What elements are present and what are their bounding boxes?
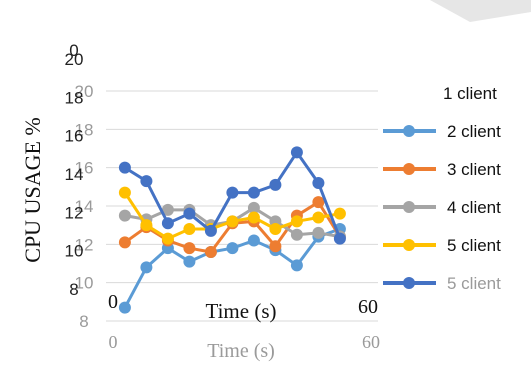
- data-point: [140, 175, 153, 188]
- data-point: [118, 236, 131, 249]
- y-tick-label-overlay: 8: [69, 280, 78, 299]
- data-point: [204, 224, 217, 237]
- data-point: [290, 215, 303, 228]
- y-tick-label-overlay: 0: [69, 41, 78, 60]
- data-point: [161, 217, 174, 230]
- legend-label: 4 client: [447, 198, 501, 217]
- x-tick-label: 60: [362, 332, 380, 352]
- data-point: [161, 232, 174, 245]
- x-tick-label-overlay: 0: [108, 291, 118, 313]
- corner-decoration: [430, 0, 531, 22]
- data-point: [140, 261, 153, 274]
- data-point: [247, 234, 260, 247]
- data-point: [140, 219, 153, 232]
- data-point: [118, 209, 131, 222]
- data-point: [269, 178, 282, 191]
- y-tick-label: 20: [75, 82, 94, 101]
- data-point: [312, 196, 325, 209]
- legend-label: 2 client: [447, 122, 501, 141]
- data-point: [204, 246, 217, 258]
- legend-label: 5 client: [447, 274, 501, 293]
- data-point: [118, 186, 131, 199]
- data-point: [312, 211, 325, 224]
- legend-label: 3 client: [447, 160, 501, 179]
- y-tick-label: 12: [75, 235, 94, 254]
- legend-label: 5 client: [447, 236, 501, 255]
- y-tick-label: 14: [75, 197, 94, 216]
- data-point: [183, 242, 196, 255]
- data-point: [247, 186, 260, 199]
- data-point: [183, 255, 196, 268]
- data-point: [290, 259, 303, 272]
- x-tick-label-overlay: 60: [358, 296, 378, 318]
- data-point: [118, 301, 131, 314]
- data-point: [183, 207, 196, 220]
- data-point: [247, 201, 260, 214]
- legend-swatch-marker: [403, 277, 415, 289]
- y-tick-label-overlay: 18: [65, 88, 84, 107]
- legend-swatch-marker: [403, 163, 415, 175]
- data-point: [183, 223, 196, 235]
- y-tick-label-overlay: 16: [65, 127, 84, 146]
- legend-swatch-marker: [403, 125, 415, 137]
- x-axis-label: Time (s): [206, 299, 277, 323]
- data-point: [333, 207, 346, 220]
- data-point: [269, 223, 282, 235]
- y-tick-label: 18: [75, 120, 94, 139]
- data-point: [161, 203, 174, 216]
- legend: 1 client 2 client 3 client 4 client 5 client…: [383, 84, 501, 293]
- x-tick-label: 0: [109, 332, 118, 352]
- data-point: [118, 161, 131, 174]
- series-line: [123, 227, 341, 309]
- data-point: [333, 232, 346, 245]
- data-point: [290, 146, 303, 159]
- legend-heading: 1 client: [443, 84, 497, 103]
- x-axis-label-ghost: Time (s): [207, 340, 275, 362]
- data-point: [312, 226, 325, 239]
- data-series: [118, 146, 346, 314]
- y-tick-label-overlay: 20: [65, 50, 84, 69]
- data-point: [226, 242, 239, 255]
- data-point: [226, 215, 239, 228]
- legend-swatch-marker: [403, 239, 415, 251]
- data-point: [226, 186, 239, 199]
- y-tick-label-overlay: 10: [65, 242, 84, 261]
- data-point: [269, 240, 282, 253]
- y-tick-label-overlay: 14: [65, 165, 84, 184]
- gridlines: [106, 0, 531, 322]
- data-point: [312, 177, 325, 189]
- data-point: [247, 211, 260, 224]
- y-axis-label: CPU USAGE %: [20, 117, 45, 262]
- y-tick-label: 8: [79, 312, 88, 331]
- y-tick-label: 16: [75, 159, 94, 178]
- legend-swatch-marker: [403, 201, 415, 213]
- y-tick-label-overlay: 12: [65, 203, 84, 222]
- y-tick-label: 10: [75, 274, 94, 293]
- data-point: [290, 228, 303, 241]
